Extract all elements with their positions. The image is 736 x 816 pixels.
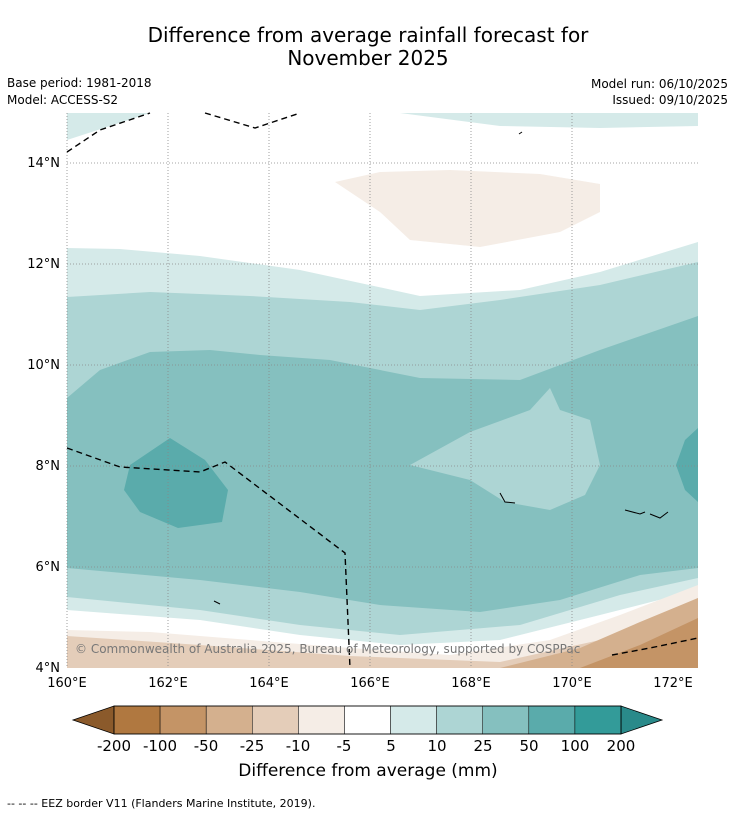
colorbar-tick: 100 [561,737,590,755]
colorbar-cell [344,705,391,735]
eez-border [66,112,699,669]
lon-label-164: 164°E [249,676,289,691]
lat-label-14: 14°N [27,156,60,171]
colorbar-cell [436,705,483,735]
lon-label-162: 162°E [148,676,188,691]
colorbar-tick: -5 [337,737,352,755]
lat-axis-labels: 4°N 6°N 8°N 10°N 12°N 14°N [27,156,60,676]
colorbar-label: Difference from average (mm) [238,761,498,781]
issued-text: Issued: 09/10/2025 [612,93,728,107]
lat-label-8: 8°N [36,459,61,474]
colorbar-cell [390,705,437,735]
lat-label-6: 6°N [36,560,61,575]
contour-layer [67,113,698,668]
lon-label-168: 168°E [451,676,491,691]
copyright-text: © Commonwealth of Australia 2025, Bureau… [75,642,580,656]
colorbar-tick: 5 [386,737,396,755]
colorbar-tick: 200 [607,737,636,755]
colorbar: -200 -100 -50 -25 -10 -5 5 10 25 50 100 … [71,705,664,755]
lon-label-170: 170°E [552,676,592,691]
colorbar-cell [482,705,530,735]
colorbar-cell [528,705,576,735]
lon-label-172: 172°E [653,676,693,691]
colorbar-cell [205,705,253,735]
grid-lines [66,113,698,668]
colorbar-tick: -50 [194,737,219,755]
colorbar-cell [159,705,207,735]
islands [213,131,669,605]
lon-label-160: 160°E [47,676,87,691]
lat-label-4: 4°N [36,661,61,676]
colorbar-cell [298,705,345,735]
model-run-text: Model run: 06/10/2025 [590,77,728,91]
base-period-text: Base period: 1981-2018 [7,76,152,90]
colorbar-extend-low [71,705,115,735]
colorbar-tick: -10 [286,737,311,755]
model-text: Model: ACCESS-S2 [7,93,119,107]
colorbar-tick: 10 [427,737,446,755]
map-title-line2: November 2025 [287,46,449,70]
colorbar-tick: 50 [519,737,538,755]
rainfall-map: 4°N 6°N 8°N 10°N 12°N 14°N 160°E 162°E 1… [27,112,699,755]
lat-label-12: 12°N [27,257,60,272]
colorbar-tick: -25 [240,737,265,755]
map-title-line1: Difference from average rainfall forecas… [147,23,589,47]
colorbar-cell [252,705,299,735]
colorbar-cell [574,705,622,735]
colorbar-tick: -200 [97,737,131,755]
colorbar-tick: -100 [143,737,177,755]
lon-axis-labels: 160°E 162°E 164°E 166°E 168°E 170°E 172°… [47,676,693,691]
lat-label-10: 10°N [27,358,60,373]
colorbar-cell [113,705,161,735]
colorbar-extend-high [620,705,664,735]
lon-label-166: 166°E [350,676,390,691]
colorbar-tick: 25 [473,737,492,755]
eez-footnote: -- -- -- EEZ border V11 (Flanders Marine… [7,797,316,810]
